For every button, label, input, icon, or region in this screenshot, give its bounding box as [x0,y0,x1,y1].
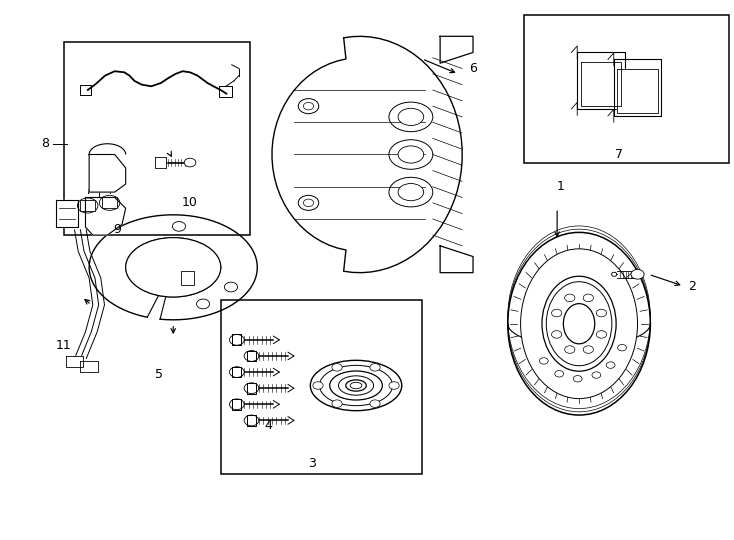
Circle shape [99,195,120,211]
Polygon shape [272,36,462,273]
Circle shape [77,198,98,213]
Polygon shape [440,36,473,63]
Polygon shape [577,52,625,109]
Circle shape [584,346,594,353]
Polygon shape [440,246,473,273]
Circle shape [573,375,582,382]
Text: 11: 11 [56,339,71,352]
Polygon shape [581,62,621,106]
Text: 9: 9 [113,223,121,236]
Circle shape [551,330,562,338]
Bar [524,15,729,163]
Bar [221,300,422,474]
Polygon shape [155,157,166,168]
Bar [181,271,194,285]
Ellipse shape [546,282,612,366]
Polygon shape [85,198,126,235]
Ellipse shape [542,276,616,371]
Text: 7: 7 [615,148,623,161]
Circle shape [596,309,606,317]
Circle shape [332,363,342,371]
Text: 4: 4 [264,419,272,433]
Circle shape [197,299,210,309]
Text: 3: 3 [308,457,316,470]
Polygon shape [80,361,98,372]
Circle shape [592,372,600,379]
Circle shape [313,382,323,389]
Circle shape [303,199,313,207]
Circle shape [298,195,319,211]
Ellipse shape [520,249,638,399]
Circle shape [370,363,380,371]
Ellipse shape [389,102,433,132]
Text: 6: 6 [469,62,477,75]
Ellipse shape [389,177,433,207]
Ellipse shape [564,303,595,344]
Circle shape [230,334,244,345]
Circle shape [104,199,115,207]
Circle shape [244,350,259,361]
Polygon shape [66,356,83,367]
Ellipse shape [319,366,393,406]
Polygon shape [57,200,78,227]
Circle shape [298,99,319,113]
Circle shape [584,294,594,302]
Circle shape [618,345,626,351]
Ellipse shape [398,109,424,125]
Text: 5: 5 [155,368,163,381]
Ellipse shape [310,360,401,411]
Polygon shape [611,272,617,276]
Circle shape [230,399,244,410]
Text: 2: 2 [688,280,697,293]
Polygon shape [233,367,241,377]
Circle shape [606,362,615,368]
Text: 1: 1 [557,180,564,193]
Circle shape [539,357,548,364]
Polygon shape [233,334,241,345]
Polygon shape [233,399,241,410]
Circle shape [389,382,399,389]
Ellipse shape [350,382,362,389]
Ellipse shape [346,380,366,391]
Circle shape [172,221,186,231]
Circle shape [631,269,644,279]
Bar [102,198,117,208]
Circle shape [564,294,575,302]
Circle shape [596,330,606,338]
Polygon shape [219,86,233,97]
Polygon shape [89,154,126,192]
Bar [80,200,95,211]
Text: 10: 10 [182,197,198,210]
Circle shape [564,346,575,353]
Ellipse shape [398,184,424,201]
Circle shape [225,282,238,292]
Circle shape [230,367,244,377]
Circle shape [332,400,342,407]
Text: 8: 8 [41,137,49,150]
Circle shape [184,158,196,167]
Polygon shape [80,85,90,96]
Circle shape [244,383,259,394]
Circle shape [551,309,562,317]
Polygon shape [617,69,658,113]
Ellipse shape [330,371,382,400]
Circle shape [303,103,313,110]
Circle shape [370,400,380,407]
Polygon shape [614,59,661,116]
Ellipse shape [508,232,650,415]
Polygon shape [247,350,256,361]
Circle shape [82,202,92,210]
Circle shape [244,415,259,426]
Polygon shape [247,415,256,426]
Ellipse shape [126,238,221,297]
Ellipse shape [389,140,433,169]
Ellipse shape [338,376,374,395]
Bar [64,42,250,235]
Polygon shape [247,383,256,394]
Ellipse shape [398,146,424,163]
Circle shape [555,370,564,377]
